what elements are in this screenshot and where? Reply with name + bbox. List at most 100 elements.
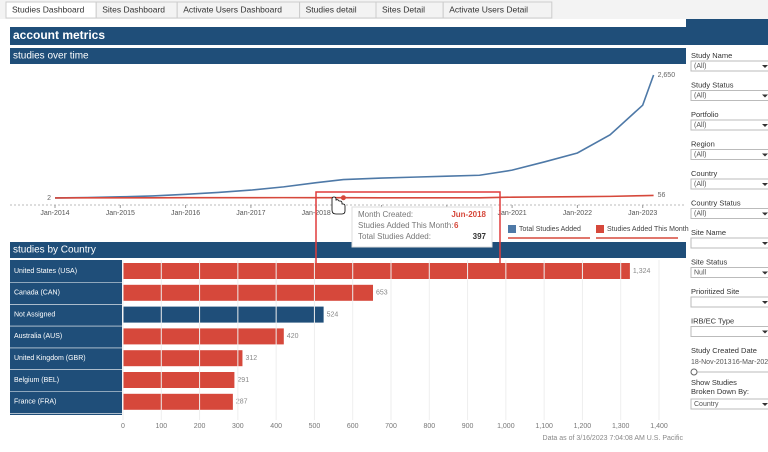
tab-label: Activate Users Dashboard [183, 4, 282, 14]
start-label: 2 [47, 195, 51, 202]
line-series [54, 74, 655, 199]
header-bar [10, 27, 686, 45]
bar [123, 263, 630, 279]
x-tick-label: 1,000 [497, 423, 515, 430]
x-tick-label: 500 [309, 423, 321, 430]
x-tick-label: 1,400 [650, 423, 668, 430]
category-label: Australia (AUS) [14, 333, 62, 340]
value-label: 291 [237, 377, 249, 384]
date-start: 18-Nov-2013 [691, 359, 732, 366]
filter-dropdown[interactable] [690, 296, 768, 308]
filter-dropdown[interactable] [690, 119, 768, 131]
bar [123, 372, 235, 388]
value-label: 653 [376, 290, 388, 297]
filter-value: (All) [694, 151, 706, 158]
x-tick-label: 600 [347, 423, 359, 430]
x-tick-label: 1,300 [612, 423, 630, 430]
dropdown-arrow [762, 212, 768, 216]
tab-label: Studies detail [306, 4, 357, 14]
footer: Data as of 3/16/2023 7:04:08 AM U.S. Pac… [543, 435, 684, 442]
filter-dropdown[interactable] [690, 178, 768, 190]
filter-dropdown[interactable] [690, 208, 768, 219]
legend-swatch [508, 225, 516, 233]
filter-label: Study Status [691, 80, 734, 89]
x-tick-label: Jan-2022 [563, 210, 592, 217]
filter-label: Site Status [691, 257, 728, 266]
filter-dropdown[interactable] [690, 149, 768, 160]
x-tick-label: 100 [155, 423, 167, 430]
filter-dropdown[interactable] [690, 60, 768, 72]
filter-header [686, 19, 768, 45]
bar-rows: United States (USA) 1,324 Canada (CAN) 653 N… [10, 263, 651, 414]
date-end: 16-Mar-2023 [732, 359, 768, 366]
tooltip-label: Total Studies Added: [358, 232, 431, 241]
value-label: 312 [245, 355, 257, 362]
bar [123, 306, 324, 323]
legend-label: Total Studies Added [519, 226, 581, 233]
x-tick-label: 200 [194, 423, 206, 430]
filter-label: IRB/EC Type [691, 316, 734, 325]
filter-label: Region [691, 139, 715, 148]
bar [123, 284, 374, 301]
value-label: 420 [287, 333, 299, 340]
end-label: 56 [658, 192, 666, 199]
tab-label: Activate Users Detail [449, 4, 528, 14]
header-title: account metrics [13, 28, 105, 42]
filter-label: Prioritized Site [691, 287, 739, 296]
section-title: studies over time [13, 51, 89, 62]
tab-label: Studies Dashboard [12, 4, 85, 14]
bar [123, 328, 284, 345]
category-column [10, 260, 122, 415]
x-tick-label: 900 [462, 423, 474, 430]
section-bar [10, 48, 686, 64]
slider-handle[interactable] [690, 368, 698, 376]
section-bar [10, 242, 686, 258]
tab[interactable] [442, 1, 553, 19]
dropdown-arrow [762, 153, 768, 157]
category-label: United Kingdom (GBR) [14, 355, 86, 362]
category-label: Canada (CAN) [14, 290, 60, 297]
filter-dropdown[interactable] [690, 90, 768, 101]
dropdown-arrow [762, 242, 768, 245]
tooltip-label: Month Created: [358, 210, 413, 219]
tooltip-label: Studies Added This Month: [358, 221, 453, 230]
tab-label: Sites Detail [382, 4, 425, 14]
cursor [331, 196, 346, 215]
x-tick-label: 300 [232, 423, 244, 430]
x-tick-label: Jan-2017 [236, 210, 265, 217]
legend-label: Studies Added This Month [607, 226, 689, 233]
dropdown-arrow [762, 183, 768, 186]
filter-label: Study Created Date [691, 346, 757, 355]
end-label: 2,650 [658, 72, 676, 79]
filter-dropdown[interactable] [690, 237, 768, 249]
dropdown-arrow [762, 301, 768, 304]
tooltip [351, 206, 493, 248]
x-tick-label: 700 [385, 423, 397, 430]
dropdown-arrow [762, 271, 768, 275]
filter-dropdown[interactable] [690, 398, 768, 410]
filter-label: Study Name [691, 51, 732, 60]
filter-dropdown[interactable] [690, 267, 768, 278]
category-label: Not Assigned [14, 311, 55, 318]
filter-label: Country [691, 169, 718, 178]
x-tick-label: Jan-2015 [106, 210, 135, 217]
filter-value: Country [694, 401, 719, 408]
x-tick-label: 400 [270, 423, 282, 430]
legend-swatch [596, 225, 604, 233]
filter-label: Broken Down By: [691, 387, 749, 396]
section-title: studies by Country [13, 245, 96, 256]
value-label: 1,324 [633, 268, 651, 275]
dropdown-arrow [762, 330, 768, 334]
filter-value: (All) [694, 63, 706, 70]
x-tick-label: Jan-2014 [40, 210, 69, 217]
filter-value: (All) [694, 122, 706, 129]
filter-label: Country Status [691, 198, 741, 207]
filter-dropdown[interactable] [690, 326, 768, 337]
x-tick-label: 1,100 [535, 423, 553, 430]
filter-label: Portfolio [691, 110, 719, 119]
x-tick-label: Jan-2023 [628, 210, 657, 217]
category-label: Belgium (BEL) [14, 377, 59, 384]
line-series [54, 194, 654, 199]
x-tick-label: Jan-2021 [497, 210, 526, 217]
